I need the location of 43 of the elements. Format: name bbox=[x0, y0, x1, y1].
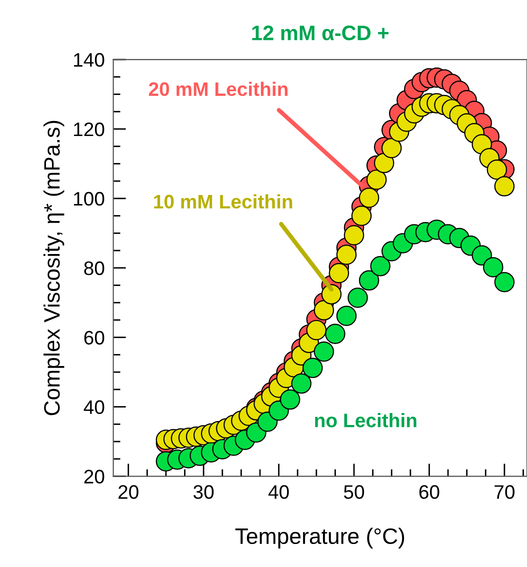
point bbox=[336, 306, 357, 326]
annotation: 10 mM Lecithin bbox=[154, 194, 292, 209]
y-tick-label: 20 bbox=[84, 470, 104, 484]
point bbox=[344, 225, 364, 246]
y-tick-label: 60 bbox=[84, 330, 104, 345]
point bbox=[336, 244, 357, 265]
x-tick-label: 40 bbox=[268, 485, 289, 499]
point bbox=[486, 160, 508, 180]
point bbox=[325, 324, 346, 344]
point bbox=[358, 270, 380, 291]
x-tick-label: 30 bbox=[193, 485, 214, 499]
point bbox=[366, 170, 387, 190]
point bbox=[314, 341, 334, 362]
point bbox=[306, 320, 327, 340]
y-tick-label: 140 bbox=[74, 53, 104, 67]
point bbox=[302, 358, 323, 378]
y-tick-label: 40 bbox=[84, 400, 104, 414]
point bbox=[472, 245, 492, 266]
y-axis-title: Complex Viscosity, η* (mPa.s) bbox=[43, 120, 64, 416]
point bbox=[374, 152, 394, 174]
point bbox=[483, 257, 504, 278]
y-tick-label: 100 bbox=[74, 192, 104, 206]
point bbox=[351, 206, 372, 226]
point bbox=[314, 300, 334, 320]
chart-title: 12 mM α-CD + bbox=[252, 26, 389, 40]
x-tick-label: 70 bbox=[494, 485, 514, 499]
x-tick-label: 50 bbox=[344, 485, 364, 499]
point bbox=[494, 272, 515, 292]
point bbox=[280, 389, 300, 410]
y-tick-label: 120 bbox=[74, 122, 104, 136]
point bbox=[291, 373, 312, 394]
annotation: 20 mM Lecithin bbox=[148, 82, 288, 96]
annotation: no Lecithin bbox=[315, 413, 416, 428]
x-tick-label: 60 bbox=[419, 485, 440, 499]
x-tick-label: 20 bbox=[118, 485, 138, 499]
point bbox=[370, 256, 390, 276]
x-axis-title: Temperature (°C) bbox=[235, 528, 404, 548]
y-tick-label: 80 bbox=[84, 261, 104, 276]
point bbox=[358, 188, 380, 208]
point bbox=[328, 262, 350, 284]
point bbox=[381, 138, 402, 158]
point bbox=[494, 176, 515, 196]
point bbox=[348, 288, 368, 308]
